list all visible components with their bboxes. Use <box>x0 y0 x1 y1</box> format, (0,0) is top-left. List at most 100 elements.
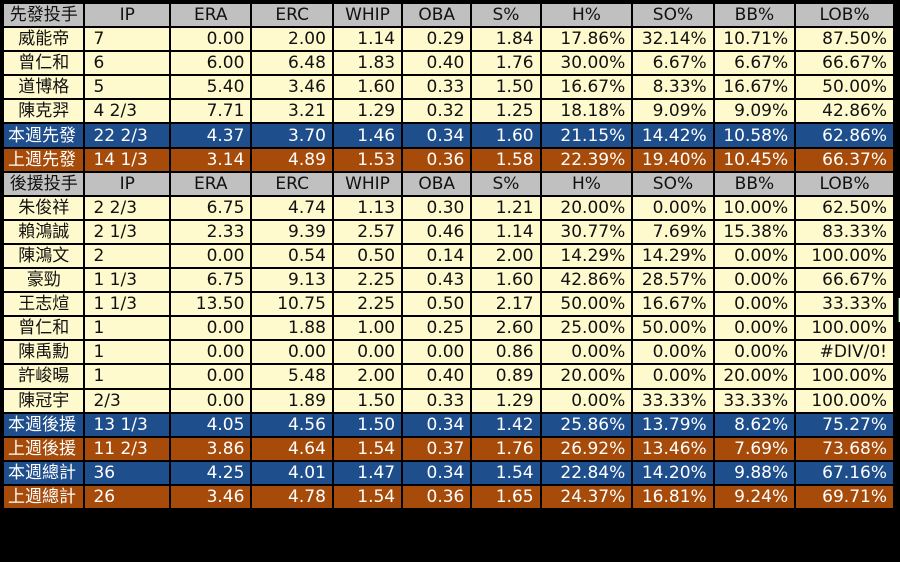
cell-lob-pct[interactable]: #DIV/0! <box>796 341 893 364</box>
cell-so-pct[interactable]: 16.81% <box>633 485 713 508</box>
cell-oba[interactable]: 0.00 <box>403 341 471 364</box>
cell-oba[interactable]: 0.34 <box>403 461 471 484</box>
cell-s-pct[interactable]: 2.60 <box>472 317 540 340</box>
cell-era[interactable]: 0.00 <box>170 244 251 268</box>
cell-s-pct[interactable]: 1.60 <box>472 124 540 147</box>
cell-s-pct[interactable]: 1.58 <box>472 148 540 171</box>
cell-lob-pct[interactable]: 83.33% <box>796 220 893 243</box>
cell-erc[interactable]: 5.48 <box>252 365 332 388</box>
cell-h-pct[interactable]: 20.00% <box>541 196 632 219</box>
cell-ip[interactable]: 2 <box>85 244 169 268</box>
cell-lob-pct[interactable]: 66.37% <box>796 148 893 171</box>
cell-s-pct[interactable]: 1.29 <box>472 389 540 412</box>
cell-so-pct[interactable]: 14.29% <box>633 244 713 268</box>
cell-erc[interactable]: 9.13 <box>252 269 332 292</box>
cell-whip[interactable]: 1.00 <box>333 317 402 340</box>
cell-bb-pct[interactable]: 0.00% <box>714 293 795 316</box>
cell-oba[interactable]: 0.32 <box>403 100 471 123</box>
cell-era[interactable]: 0.00 <box>170 341 251 364</box>
cell-erc[interactable]: 3.46 <box>252 76 332 99</box>
cell-oba[interactable]: 0.34 <box>403 124 471 147</box>
cell-era[interactable]: 0.00 <box>170 317 251 340</box>
cell-whip[interactable]: 1.83 <box>333 52 402 75</box>
cell-era[interactable]: 0.00 <box>170 389 251 412</box>
cell-bb-pct[interactable]: 6.67% <box>714 52 795 75</box>
cell-so-pct[interactable]: 0.00% <box>633 341 713 364</box>
cell-ip[interactable]: 26 <box>85 485 169 508</box>
cell-whip[interactable]: 1.53 <box>333 148 402 171</box>
cell-oba[interactable]: 0.36 <box>403 485 471 508</box>
cell-lob-pct[interactable]: 69.71% <box>796 485 893 508</box>
cell-whip[interactable]: 0.00 <box>333 341 402 364</box>
cell-name[interactable]: 朱俊祥 <box>4 196 84 219</box>
cell-ip[interactable]: 5 <box>85 76 169 99</box>
header-cell-oba[interactable]: OBA <box>403 4 471 27</box>
cell-oba[interactable]: 0.25 <box>403 317 471 340</box>
cell-lob-pct[interactable]: 100.00% <box>796 244 893 268</box>
cell-era[interactable]: 6.75 <box>170 269 251 292</box>
cell-whip[interactable]: 2.25 <box>333 293 402 316</box>
cell-s-pct[interactable]: 1.76 <box>472 437 540 460</box>
cell-ip[interactable]: 13 1/3 <box>85 413 169 436</box>
cell-whip[interactable]: 1.50 <box>333 413 402 436</box>
cell-name[interactable]: 曾仁和 <box>4 52 84 75</box>
cell-whip[interactable]: 2.25 <box>333 269 402 292</box>
cell-name[interactable]: 道博格 <box>4 76 84 99</box>
cell-lob-pct[interactable]: 42.86% <box>796 100 893 123</box>
cell-erc[interactable]: 3.21 <box>252 100 332 123</box>
cell-era[interactable]: 7.71 <box>170 100 251 123</box>
cell-name[interactable]: 上週後援 <box>4 437 84 460</box>
cell-bb-pct[interactable]: 0.00% <box>714 269 795 292</box>
cell-era[interactable]: 3.86 <box>170 437 251 460</box>
cell-bb-pct[interactable]: 33.33% <box>714 389 795 412</box>
cell-bb-pct[interactable]: 9.09% <box>714 100 795 123</box>
cell-lob-pct[interactable]: 73.68% <box>796 437 893 460</box>
cell-whip[interactable]: 2.57 <box>333 220 402 243</box>
cell-lob-pct[interactable]: 62.50% <box>796 196 893 219</box>
cell-era[interactable]: 3.14 <box>170 148 251 171</box>
cell-ip[interactable]: 2 1/3 <box>85 220 169 243</box>
cell-whip[interactable]: 0.50 <box>333 244 402 268</box>
cell-whip[interactable]: 1.47 <box>333 461 402 484</box>
cell-erc[interactable]: 4.64 <box>252 437 332 460</box>
cell-h-pct[interactable]: 25.00% <box>541 317 632 340</box>
cell-h-pct[interactable]: 20.00% <box>541 365 632 388</box>
cell-so-pct[interactable]: 0.00% <box>633 365 713 388</box>
cell-h-pct[interactable]: 16.67% <box>541 76 632 99</box>
cell-oba[interactable]: 0.43 <box>403 269 471 292</box>
cell-s-pct[interactable]: 0.86 <box>472 341 540 364</box>
cell-s-pct[interactable]: 1.65 <box>472 485 540 508</box>
cell-name[interactable]: 本週總計 <box>4 461 84 484</box>
cell-oba[interactable]: 0.50 <box>403 293 471 316</box>
cell-name[interactable]: 上週先發 <box>4 148 84 171</box>
cell-whip[interactable]: 1.46 <box>333 124 402 147</box>
cell-bb-pct[interactable]: 9.88% <box>714 461 795 484</box>
header-cell-h-pct[interactable]: H% <box>541 172 632 195</box>
cell-h-pct[interactable]: 21.15% <box>541 124 632 147</box>
cell-so-pct[interactable]: 14.20% <box>633 461 713 484</box>
header-cell-era[interactable]: ERA <box>170 172 251 195</box>
cell-so-pct[interactable]: 7.69% <box>633 220 713 243</box>
header-cell-h-pct[interactable]: H% <box>541 4 632 27</box>
cell-h-pct[interactable]: 25.86% <box>541 413 632 436</box>
cell-lob-pct[interactable]: 75.27% <box>796 413 893 436</box>
cell-oba[interactable]: 0.33 <box>403 389 471 412</box>
cell-era[interactable]: 4.05 <box>170 413 251 436</box>
cell-whip[interactable]: 1.54 <box>333 485 402 508</box>
cell-h-pct[interactable]: 0.00% <box>541 341 632 364</box>
header-cell-lob-pct[interactable]: LOB% <box>796 4 893 27</box>
cell-h-pct[interactable]: 14.29% <box>541 244 632 268</box>
cell-erc[interactable]: 2.00 <box>252 28 332 51</box>
cell-era[interactable]: 6.75 <box>170 196 251 219</box>
cell-erc[interactable]: 3.70 <box>252 124 332 147</box>
header-cell-lob-pct[interactable]: LOB% <box>796 172 893 195</box>
cell-oba[interactable]: 0.14 <box>403 244 471 268</box>
cell-ip[interactable]: 1 <box>85 365 169 388</box>
header-cell-bb-pct[interactable]: BB% <box>714 172 795 195</box>
cell-bb-pct[interactable]: 0.00% <box>714 317 795 340</box>
cell-whip[interactable]: 1.60 <box>333 76 402 99</box>
cell-ip[interactable]: 1 <box>85 341 169 364</box>
cell-bb-pct[interactable]: 8.62% <box>714 413 795 436</box>
cell-name[interactable]: 上週總計 <box>4 485 84 508</box>
cell-name[interactable]: 威能帝 <box>4 28 84 51</box>
